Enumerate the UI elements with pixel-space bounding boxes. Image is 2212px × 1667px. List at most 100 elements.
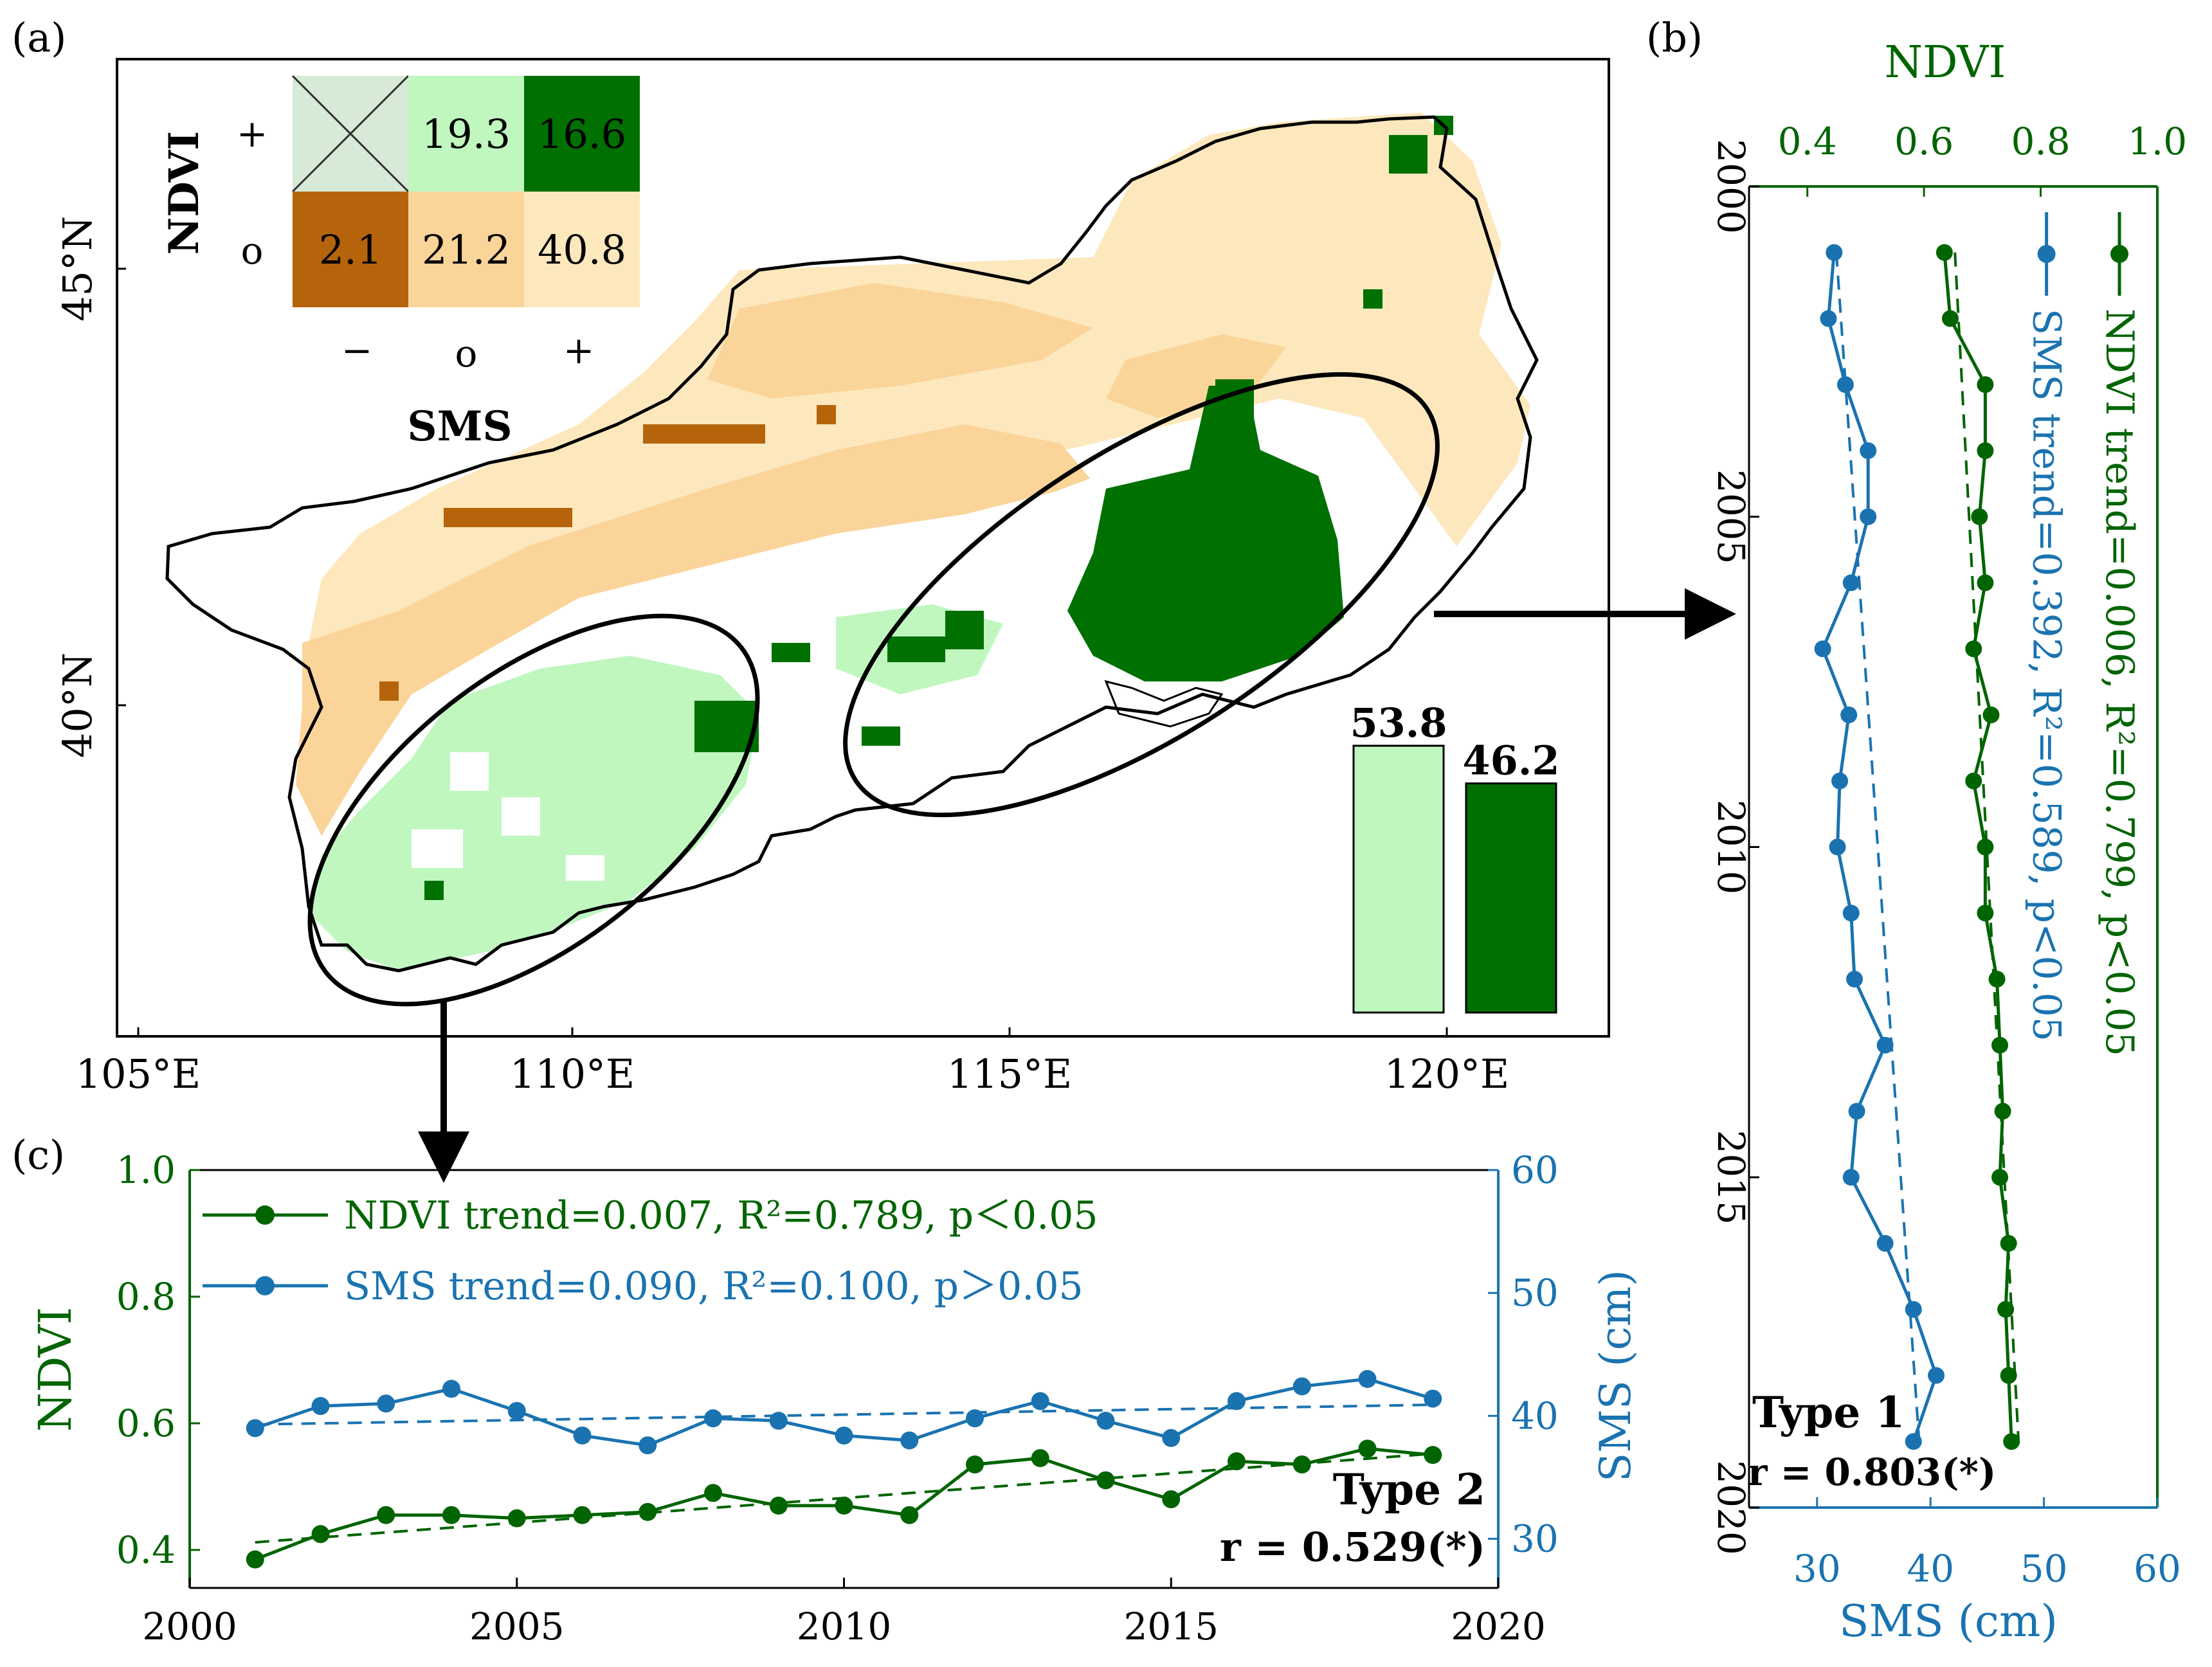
map-axes: 105°E 110°E 115°E 120°E 45°N 40°N [54,216,1509,1097]
legend-row-sign: o [241,229,264,273]
sms-point [1905,1433,1922,1450]
ndvi-point [966,1455,984,1473]
dark-green-patch [862,726,900,746]
ndvi-tick-label: 1.0 [116,1148,176,1192]
region-boundary [165,115,1539,973]
legend-cell-value: 21.2 [422,226,511,273]
ndvi-point [1991,1036,2009,1054]
sms-point [1860,442,1877,459]
inset-bar-dark [1465,782,1557,1014]
ndvi-point [1991,1169,2009,1186]
ndvi-point [1971,508,1988,525]
legend-cell-value: 19.3 [422,111,511,158]
sms-point [1876,1036,1894,1054]
year-tick-label: 2005 [469,1605,565,1648]
ndvi-point [704,1484,722,1502]
dark-green-patch [945,611,984,649]
region-light-orange-north [707,283,1093,399]
ndvi-point [1096,1471,1115,1490]
ndvi-point [2000,1367,2017,1384]
sms-point [1814,640,1831,658]
map-x-axis: 105°E 110°E 115°E 120°E [76,1027,1510,1097]
legend-cell-ndvi-zero-sms-plus [524,192,640,307]
sms-point [1228,1392,1246,1410]
sms-point [1162,1428,1181,1447]
brown-patch [379,681,399,701]
sms-point [1842,1169,1860,1186]
sms-point [769,1412,788,1430]
legend-cell-value: 40.8 [538,226,626,273]
ndvi-point [900,1506,919,1524]
year-tick-label: 2010 [1709,800,1753,895]
inset-bar-light [1352,744,1445,1014]
ndvi-point [377,1506,395,1524]
ndvi-point [507,1509,526,1527]
ndvi-point [1977,442,1994,459]
legend-marker [2110,245,2129,263]
sms-tick-label: 50 [2020,1547,2068,1590]
sms-tick-label: 40 [1511,1394,1559,1437]
sms-point [1842,574,1860,591]
sms-point [377,1394,395,1413]
highlight-ellipse-type2 [307,613,760,1007]
sms-point [573,1426,592,1445]
legend-label: NDVI trend=0.006, R²=0.799, p<0.05 [2097,309,2142,1056]
panel-c-r-label: r = 0.529(*) [1220,1524,1485,1571]
legend-col-sign: o [455,332,478,375]
dark-green-patch [1389,135,1428,174]
sms-point [835,1426,853,1445]
x-tick-label: 120°E [1384,1050,1510,1097]
year-tick-label: 2005 [1709,469,1753,564]
sms-point [966,1409,984,1428]
sms-point [1848,1103,1865,1120]
ndvi-point [1228,1452,1246,1471]
x-tick-label: 110°E [510,1050,635,1097]
legend-label: SMS trend=0.392, R²=0.589, p<0.05 [2024,309,2069,1041]
ndvi-point [1977,905,1994,922]
sms-tick-label: 40 [1907,1547,1954,1590]
ndvi-tick-label: 0.8 [116,1275,176,1319]
white-patch [502,797,540,836]
sms-point [1820,310,1837,327]
inset-bar-dark-label: 46.2 [1462,737,1559,784]
region-white-south [759,681,1093,804]
ndvi-point [1977,838,1994,856]
ndvi-point [246,1550,264,1569]
white-patch [566,855,604,881]
sms-point [1031,1392,1049,1410]
sms-tick-label: 30 [1511,1517,1559,1561]
legend-marker [2037,245,2056,263]
panel-a-map: (a) [12,14,1736,1183]
ndvi-point [573,1506,592,1524]
ndvi-tick-label: 0.4 [116,1528,176,1572]
sms-point [1846,971,1863,987]
ndvi-tick-label: 0.8 [2011,120,2070,163]
year-tick-label: 2015 [1123,1605,1219,1648]
brown-patch [817,405,836,424]
y-tick-label: 40°N [54,653,101,758]
region-light-orange [296,424,1093,836]
ndvi-point [1994,1103,2011,1120]
ndvi-point [1965,640,1982,658]
ndvi-point [1424,1446,1442,1464]
ndvi-point [1982,707,2000,723]
dark-green-patch [887,636,945,662]
panel-a-label: (a) [12,14,66,61]
bivariate-legend: 19.3 16.6 2.1 21.2 40.8 NDVI + o − o + S… [160,75,640,451]
sms-point [1860,508,1877,525]
ndvi-tick-label: 1.0 [2128,120,2187,163]
sms-point [246,1419,264,1437]
sms-point [1829,838,1846,856]
panel-b-type-label: Type 1 [1752,1387,1905,1437]
sms-point [1876,1235,1894,1252]
sms-point [442,1380,460,1398]
map-raster [165,113,1539,973]
x-tick-label: 115°E [947,1050,1073,1097]
panel-c-sms-axis-title: SMS (cm) [1591,1270,1640,1482]
y-tick-label: 45°N [54,216,101,321]
ndvi-point [835,1496,853,1515]
inset-bar-chart: 53.8 46.2 [1350,699,1560,1014]
year-tick-label: 2010 [797,1605,892,1648]
panel-b-ndvi-axis-title: NDVI [1885,37,2006,88]
year-tick-label: 2020 [1451,1605,1546,1648]
